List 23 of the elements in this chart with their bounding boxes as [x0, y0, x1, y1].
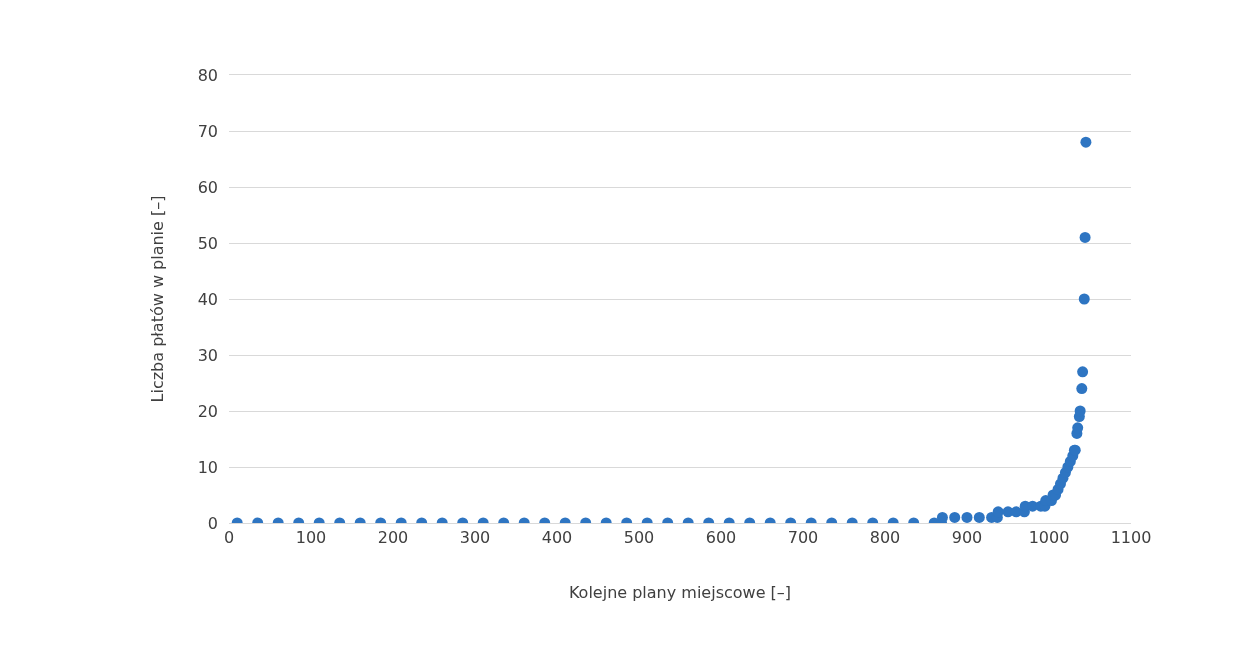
y-axis-title: Liczba płatów w planie [–]: [147, 195, 167, 403]
y-tick-label: 0: [207, 513, 218, 533]
x-tick-label: 300: [459, 528, 491, 548]
y-tick-label: 80: [197, 65, 218, 85]
x-tick-label: 400: [541, 528, 573, 548]
x-axis-title: Kolejne plany miejscowe [–]: [568, 582, 792, 602]
x-tick-label: 1000: [1028, 528, 1070, 548]
y-tick-label: 40: [197, 289, 218, 309]
x-tick-label: 800: [869, 528, 901, 548]
x-tick-label: 100: [295, 528, 327, 548]
x-tick-label: 600: [705, 528, 737, 548]
y-tick-label: 60: [197, 177, 218, 197]
y-tick-label: 70: [197, 121, 218, 141]
x-tick-label: 1100: [1110, 528, 1152, 548]
x-tick-label: 900: [951, 528, 983, 548]
x-tick-label: 200: [377, 528, 409, 548]
x-tick-label: 0: [223, 528, 235, 548]
y-tick-label: 20: [197, 401, 218, 421]
x-tick-label: 700: [787, 528, 819, 548]
x-tick-label: 500: [623, 528, 655, 548]
y-tick-label: 50: [197, 233, 218, 253]
y-tick-label: 30: [197, 345, 218, 365]
y-tick-label: 10: [197, 457, 218, 477]
